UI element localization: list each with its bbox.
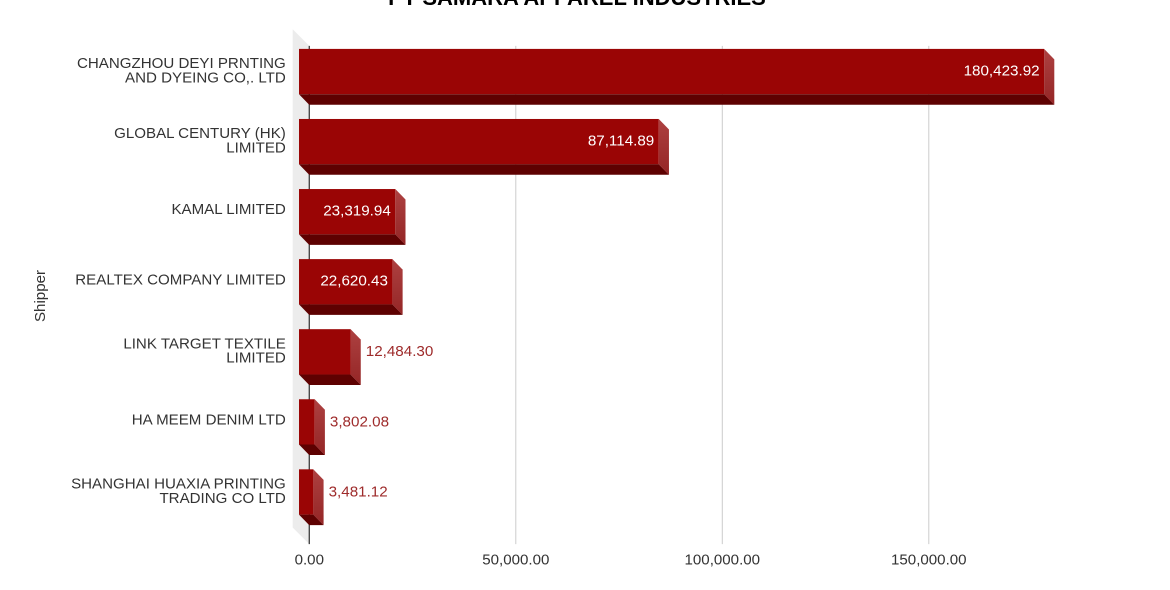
svg-text:150,000.00: 150,000.00 (891, 552, 967, 569)
svg-text:GLOBAL CENTURY (HK): GLOBAL CENTURY (HK) (114, 125, 286, 142)
svg-text:180,423.92: 180,423.92 (964, 62, 1040, 79)
svg-text:3,481.12: 3,481.12 (329, 483, 388, 500)
svg-text:50,000.00: 50,000.00 (482, 552, 549, 569)
svg-text:AND DYEING CO,. LTD: AND DYEING CO,. LTD (125, 69, 286, 86)
svg-text:22,620.43: 22,620.43 (320, 273, 388, 290)
svg-text:LIMITED: LIMITED (226, 139, 286, 156)
svg-text:12,484.30: 12,484.30 (366, 343, 434, 360)
svg-text:0.00: 0.00 (295, 552, 324, 569)
svg-text:KAMAL LIMITED: KAMAL LIMITED (171, 201, 285, 218)
svg-text:Shipper: Shipper (32, 270, 49, 322)
svg-text:SHANGHAI HUAXIA PRINTING: SHANGHAI HUAXIA PRINTING (71, 475, 286, 492)
svg-text:100,000.00: 100,000.00 (685, 552, 761, 569)
svg-text:CHANGZHOU DEYI PRNTING: CHANGZHOU DEYI PRNTING (77, 55, 286, 72)
svg-text:PT SAMARA APPAREL INDUSTRIES: PT SAMARA APPAREL INDUSTRIES (388, 0, 766, 10)
svg-text:HA MEEM DENIM LTD: HA MEEM DENIM LTD (132, 411, 286, 428)
svg-text:LIMITED: LIMITED (226, 350, 286, 367)
svg-text:23,319.94: 23,319.94 (323, 202, 391, 219)
svg-text:TRADING CO LTD: TRADING CO LTD (159, 490, 285, 507)
svg-text:87,114.89: 87,114.89 (588, 132, 654, 149)
svg-text:LINK TARGET TEXTILE: LINK TARGET TEXTILE (123, 335, 285, 352)
svg-text:REALTEX COMPANY LIMITED: REALTEX COMPANY LIMITED (75, 271, 286, 288)
svg-text:3,802.08: 3,802.08 (330, 413, 389, 430)
